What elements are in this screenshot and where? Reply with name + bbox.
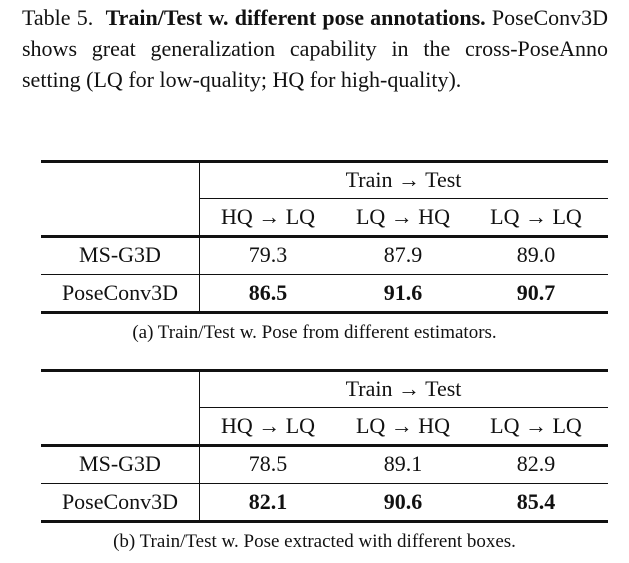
column-header: LQ → LQ [490,413,582,438]
cell-value: 82.1 [248,489,288,514]
mid-rule [199,198,608,199]
column-header: HQ → LQ [220,204,316,229]
group-header: Train → Test [345,376,462,401]
top-rule [41,160,608,163]
method-name: PoseConv3D [61,280,179,305]
mid-rule [199,407,608,408]
column-header: LQ → HQ [355,204,451,229]
method-name: MS-G3D [79,451,161,476]
column-header: HQ → LQ [220,413,316,438]
cell-value: 79.3 [248,242,288,267]
bottom-rule [41,311,608,314]
group-header: Train → Test [345,167,462,192]
cell-value: 89.1 [383,451,423,476]
table-caption: Table 5. Train/Test w. different pose an… [22,2,608,95]
header-rule [41,235,608,238]
header-rule [41,444,608,447]
cell-value: 87.9 [383,242,423,267]
cell-value: 89.0 [516,242,556,267]
top-rule [41,369,608,372]
cell-value: 78.5 [248,451,288,476]
column-divider [199,370,200,521]
caption-text: PoseConv3D shows great generalization ca… [22,5,609,92]
row-rule [41,274,608,275]
method-name: PoseConv3D [61,489,179,514]
column-header: LQ → LQ [490,204,582,229]
row-rule [41,483,608,484]
method-name: MS-G3D [79,242,161,267]
subtable-caption: (a) Train/Test w. Pose from different es… [132,322,497,343]
cell-value: 82.9 [516,451,556,476]
cell-value: 90.7 [516,280,556,305]
cell-value: 85.4 [516,489,556,514]
cell-value: 90.6 [383,489,423,514]
cell-value: 91.6 [383,280,423,305]
caption-title: Train/Test w. different pose annotations… [105,5,486,30]
bottom-rule [41,520,608,523]
cell-value: 86.5 [248,280,288,305]
caption-label: Table 5. [22,5,94,30]
column-header: LQ → HQ [355,413,451,438]
subtable-caption: (b) Train/Test w. Pose extracted with di… [113,531,516,552]
column-divider [199,161,200,312]
